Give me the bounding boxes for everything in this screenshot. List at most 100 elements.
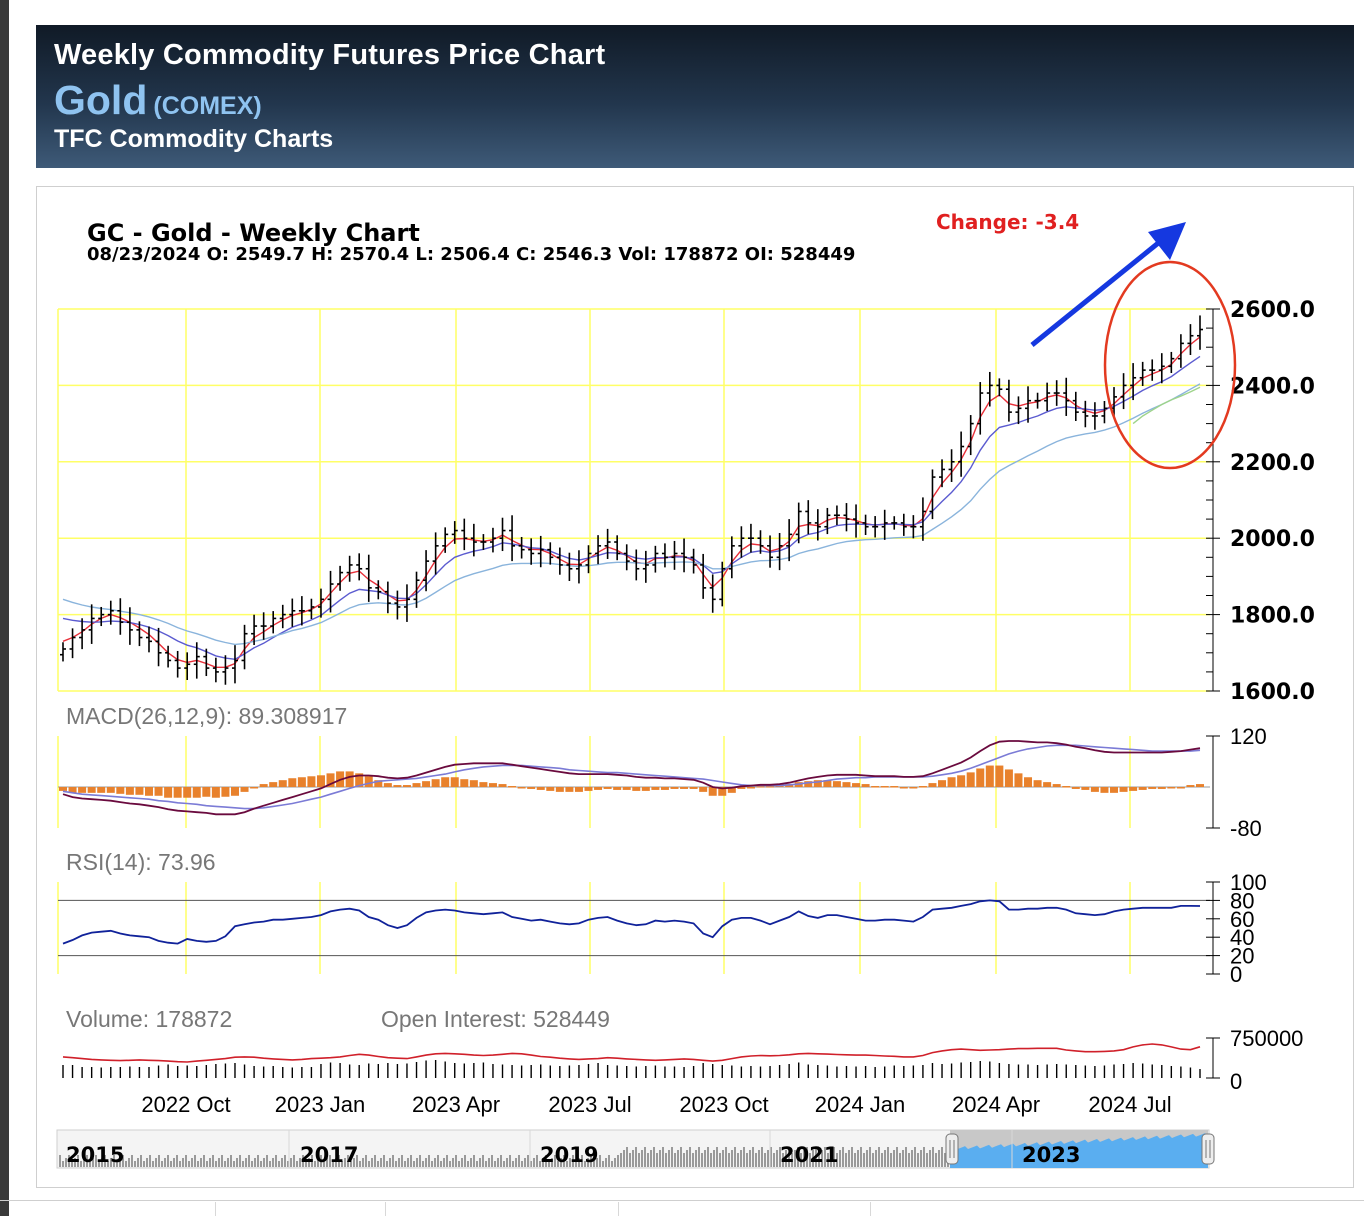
macd-histogram-bar — [125, 787, 134, 795]
bottom-divider-tick — [385, 1202, 386, 1216]
exchange-label: (COMEX) — [153, 92, 262, 120]
macd-histogram-bar — [641, 787, 650, 791]
ohlc-bar — [1015, 396, 1022, 425]
ohlc-bar — [566, 552, 573, 581]
ohlc-bar — [642, 550, 649, 583]
ohlc-bars — [60, 315, 1203, 685]
macd-histogram-bar — [278, 780, 287, 787]
ohlc-bar — [1177, 334, 1184, 368]
macd-histogram-bar — [766, 786, 775, 788]
ohlc-bar — [795, 502, 802, 544]
macd-histogram-bar — [995, 765, 1004, 787]
macd-histogram-bar — [240, 787, 249, 792]
macd-histogram-bar — [689, 787, 698, 789]
macd-histogram-bar — [87, 787, 96, 793]
macd-histogram-bar — [1014, 773, 1023, 787]
ohlc-bar — [986, 371, 993, 407]
ohlc-bar — [251, 614, 258, 646]
ohlc-bar — [1072, 391, 1079, 422]
ohlc-bar — [423, 550, 430, 592]
ohlc-bar — [747, 523, 754, 553]
macd-histogram-bar — [871, 786, 880, 788]
macd-histogram-bar — [584, 787, 593, 791]
ohlc-bar — [1005, 379, 1012, 422]
macd-histogram-bar — [832, 781, 841, 787]
ohlc-bar — [604, 528, 611, 559]
ohlc-bar — [509, 515, 516, 562]
annotation-arrow-shaft — [1030, 238, 1164, 347]
x-axis-label: 2022 Oct — [141, 1092, 230, 1117]
macd-histogram-bar — [1157, 787, 1166, 789]
page-header: Weekly Commodity Futures Price Chart Gol… — [36, 25, 1354, 168]
macd-histogram-bar — [431, 779, 440, 787]
macd-histogram-bar — [202, 787, 211, 797]
macd-histogram-bar — [297, 777, 306, 787]
macd-histogram-bar — [316, 775, 325, 787]
x-axis-label: 2023 Oct — [679, 1092, 768, 1117]
ohlc-bar — [728, 536, 735, 579]
ohlc-bar — [403, 584, 410, 622]
ohlc-bar — [107, 600, 114, 625]
macd-histogram-bar — [928, 783, 937, 787]
bottom-divider-tick — [870, 1202, 871, 1216]
macd-histogram-bar — [660, 787, 669, 790]
ohlc-bar — [585, 545, 592, 574]
macd-histogram-bar — [307, 776, 316, 787]
macd-histogram-bar — [1176, 787, 1185, 789]
x-axis-label: 2023 Jan — [275, 1092, 366, 1117]
ohlc-bar — [824, 507, 831, 535]
ohlc-bar — [853, 504, 860, 538]
commodity-name: Gold (COMEX) — [54, 77, 262, 124]
macd-histogram-bar — [192, 787, 201, 798]
ohlc-bar — [1197, 315, 1203, 350]
navigator-selected-area — [950, 1133, 1208, 1168]
moving-average-mid-line — [62, 355, 1201, 661]
moving-average-slow-line — [62, 383, 1201, 646]
time-navigator[interactable]: 2015 2017 2019 2021 2023 — [56, 1129, 1215, 1169]
ohlc-bar — [1025, 386, 1032, 423]
macd-histogram-bar — [823, 780, 832, 787]
ohlc-bar — [929, 469, 936, 520]
macd-histogram-bar — [622, 787, 631, 790]
ohlc-bar — [556, 547, 563, 575]
macd-histogram-bar — [727, 787, 736, 793]
ohlc-bar — [1130, 363, 1137, 401]
macd-histogram-bar — [183, 787, 192, 798]
macd-histogram-bar — [804, 781, 813, 787]
macd-histogram-bar — [154, 787, 163, 796]
macd-histogram-bar — [966, 772, 975, 787]
ohlc-bar — [1187, 324, 1194, 355]
macd-histogram-bar — [364, 776, 373, 787]
navigator-handle[interactable] — [1201, 1133, 1215, 1165]
macd-histogram-bar — [632, 787, 641, 791]
macd-histogram-bar — [899, 787, 908, 789]
header-title: Weekly Commodity Futures Price Chart — [54, 39, 606, 71]
ohlc-bar — [814, 509, 821, 541]
ohlc-bar — [833, 505, 840, 526]
ohlc-bar — [260, 612, 267, 640]
ohlc-bar — [719, 561, 726, 607]
macd-histogram-bar — [1186, 785, 1195, 787]
ohlc-bar — [394, 590, 401, 620]
ohlc-bar — [279, 604, 286, 629]
macd-histogram-bar — [918, 786, 927, 788]
macd-histogram-bar — [670, 787, 679, 789]
ohlc-bar — [461, 518, 468, 551]
macd-histogram-bar — [565, 787, 574, 792]
ohlc-bar — [872, 516, 879, 538]
ohlc-bar — [948, 449, 955, 482]
macd-histogram-bar — [680, 787, 689, 789]
ohlc-bar — [786, 519, 793, 562]
ohlc-bar — [384, 581, 391, 614]
macd-histogram-bar — [135, 787, 144, 795]
ohlc-bar — [432, 532, 439, 575]
navigator-handle[interactable] — [945, 1133, 959, 1165]
macd-histogram-bar — [68, 787, 77, 793]
ohlc-readout: 08/23/2024 O: 2549.7 H: 2570.4 L: 2506.4… — [87, 244, 855, 265]
macd-histogram-bar — [393, 785, 402, 787]
ohlc-bar — [193, 642, 200, 679]
ohlc-bar — [528, 538, 535, 565]
ohlc-bar — [1139, 361, 1146, 387]
volume-label: Volume: 178872 — [66, 1006, 232, 1032]
ohlc-bar — [881, 509, 888, 540]
